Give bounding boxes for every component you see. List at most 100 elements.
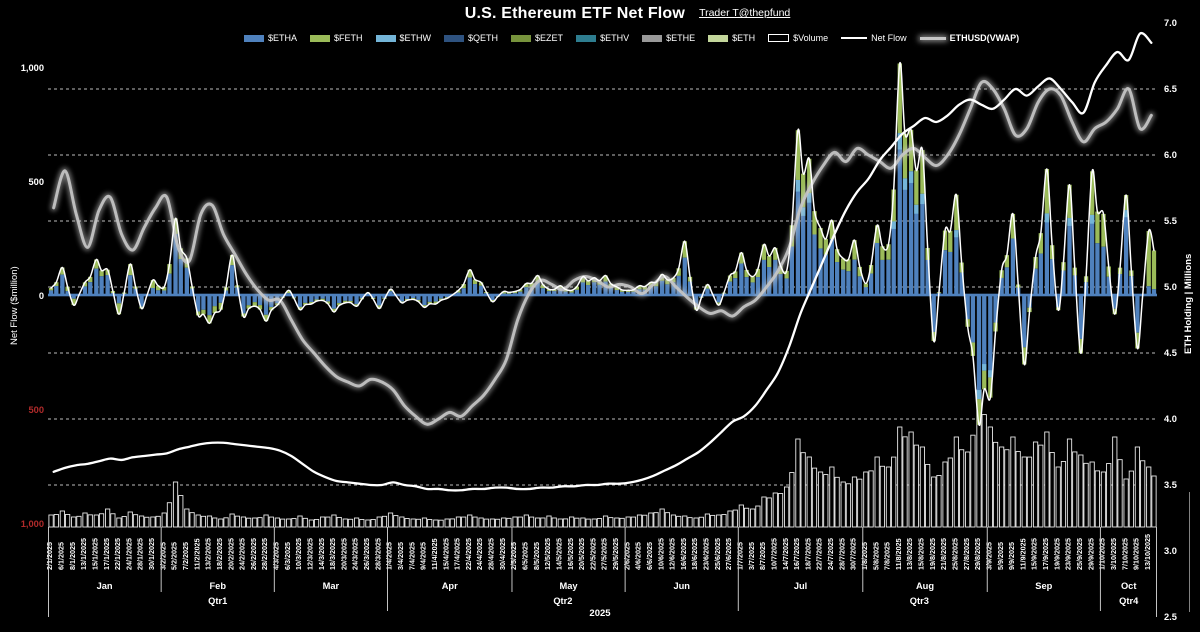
date-label: 9/9/2025 [1007, 542, 1016, 570]
date-label: 2/5/2025 [509, 542, 518, 570]
legend: $ETHA $FETH $ETHW $QETH $EZET $ETHV $ETHE $ETH $… [244, 33, 1019, 43]
date-label: 8/1/2025 [68, 542, 77, 570]
date-label: 30/1/2025 [147, 538, 156, 570]
legend-label: ETHUSD(VWAP) [949, 33, 1020, 43]
date-label: 23/9/2025 [1064, 538, 1073, 570]
date-label: 15/4/2025 [441, 538, 450, 570]
zero-axis-line [48, 293, 1157, 297]
date-label: 12/3/2025 [305, 538, 314, 570]
date-label: 1/7/2025 [735, 542, 744, 570]
date-label: 3/2/2025 [158, 542, 167, 570]
date-label: 1/10/2025 [1098, 538, 1107, 570]
swatch-box [244, 34, 264, 42]
quarter-label: Qtr2 [553, 596, 572, 606]
date-label: 18/2/2025 [215, 538, 224, 570]
date-label: 24/2/2025 [238, 538, 247, 570]
swatch-outline-box [768, 34, 790, 42]
date-label: 5/8/2025 [871, 542, 880, 570]
right-tick: 7.0 [1164, 18, 1177, 28]
month-label: Jun [673, 581, 690, 591]
date-label: 27/6/2025 [724, 538, 733, 570]
date-label: 20/2/2025 [226, 538, 235, 570]
date-label: 13/10/2025 [1143, 534, 1152, 570]
legend-label: $QETH [468, 33, 499, 43]
right-tick: 6.0 [1164, 150, 1177, 160]
date-label: 24/4/2025 [475, 538, 484, 570]
date-label: 17/1/2025 [102, 538, 111, 570]
date-label: 28/7/2025 [837, 538, 846, 570]
date-label: 18/3/2025 [328, 538, 337, 570]
month-label: Apr [442, 581, 458, 591]
legend-label: $ETHA [268, 33, 298, 43]
month-label: Mar [323, 581, 340, 591]
date-label: 22/7/2025 [815, 538, 824, 570]
right-tick: 2.5 [1164, 612, 1177, 622]
month-quarter-labels: Jan Feb Mar Apr May Jun Jul Aug Sep Oct Qtr1 Qtr2 Qt… [48, 527, 1157, 617]
date-label: 16/5/2025 [566, 538, 575, 570]
year-label: 2025 [589, 608, 611, 619]
date-labels: 2/1/2025 6/1/2025 8/1/2025 13/1/2025 15/1/20… [45, 534, 1152, 570]
month-label: Oct [1121, 581, 1137, 591]
date-label: 25/9/2025 [1075, 538, 1084, 570]
month-label: Feb [209, 581, 226, 591]
legend-label: $ETHE [666, 33, 696, 43]
date-label: 14/5/2025 [554, 538, 563, 570]
date-label: 27/8/2025 [962, 538, 971, 570]
right-axis-title: ETH Holding | Millions [1183, 253, 1194, 354]
legend-item-netflow: Net Flow [841, 33, 907, 43]
eth-holding-line [52, 31, 1153, 492]
date-label: 11/4/2025 [430, 538, 439, 570]
netflow-stacked-bars [48, 63, 1157, 425]
legend-label: $ETH [732, 33, 756, 43]
date-label: 7/8/2025 [883, 542, 892, 570]
swatch-box [576, 34, 597, 42]
axis-ticks: 1,000 500 0 500 1,000 7.0 6.5 6.0 5.5 5.0 4.5 4.0 3.… [21, 18, 1190, 622]
date-label: 29/8/2025 [973, 538, 982, 570]
date-label: 20/5/2025 [577, 538, 586, 570]
date-label: 26/2/2025 [249, 538, 258, 570]
date-label: 24/7/2025 [826, 538, 835, 570]
date-label: 6/6/2025 [645, 542, 654, 570]
date-label: 19/8/2025 [928, 538, 937, 570]
right-tick: 6.5 [1164, 84, 1177, 94]
ethusd-vwap-line [50, 77, 1155, 428]
date-label: 13/8/2025 [905, 538, 914, 570]
date-label: 3/7/2025 [747, 542, 756, 570]
date-label: 4/3/2025 [272, 542, 281, 570]
legend-item-eth: $ETH [708, 33, 755, 43]
right-tick: 4.5 [1164, 348, 1177, 358]
date-label: 30/4/2025 [498, 538, 507, 570]
right-tick: 3.5 [1164, 480, 1177, 490]
legend-label: $EZET [535, 33, 564, 43]
swatch-line [841, 37, 868, 39]
date-label: 15/8/2025 [917, 538, 926, 570]
date-label: 28/2/2025 [260, 538, 269, 570]
legend-item-etha: $ETHA [244, 33, 297, 43]
date-label: 19/9/2025 [1052, 538, 1061, 570]
date-label: 6/5/2025 [520, 542, 529, 570]
author-link[interactable]: Trader T@thepfund [699, 7, 791, 19]
date-label: 28/4/2025 [487, 538, 496, 570]
date-label: 10/7/2025 [769, 538, 778, 570]
legend-item-ethe: $ETHE [642, 33, 695, 43]
date-label: 12/6/2025 [668, 538, 677, 570]
swatch-box [444, 34, 465, 42]
date-label: 17/9/2025 [1041, 538, 1050, 570]
date-label: 16/7/2025 [792, 538, 801, 570]
right-tick: 3.0 [1164, 546, 1177, 556]
date-label: 15/9/2025 [1030, 538, 1039, 570]
date-label: 13/2/2025 [204, 538, 213, 570]
date-label: 1/8/2025 [860, 542, 869, 570]
legend-item-ethw: $ETHW [375, 33, 431, 43]
date-label: 28/1/2025 [136, 538, 145, 570]
swatch-box [310, 34, 331, 42]
date-label: 6/1/2025 [57, 542, 66, 570]
date-label: 18/7/2025 [803, 538, 812, 570]
date-label: 16/6/2025 [679, 538, 688, 570]
date-label: 30/7/2025 [849, 538, 858, 570]
right-tick: 5.5 [1164, 216, 1177, 226]
date-label: 9/4/2025 [419, 542, 428, 570]
legend-item-ethv: $ETHV [576, 33, 629, 43]
date-label: 22/1/2025 [113, 538, 122, 570]
